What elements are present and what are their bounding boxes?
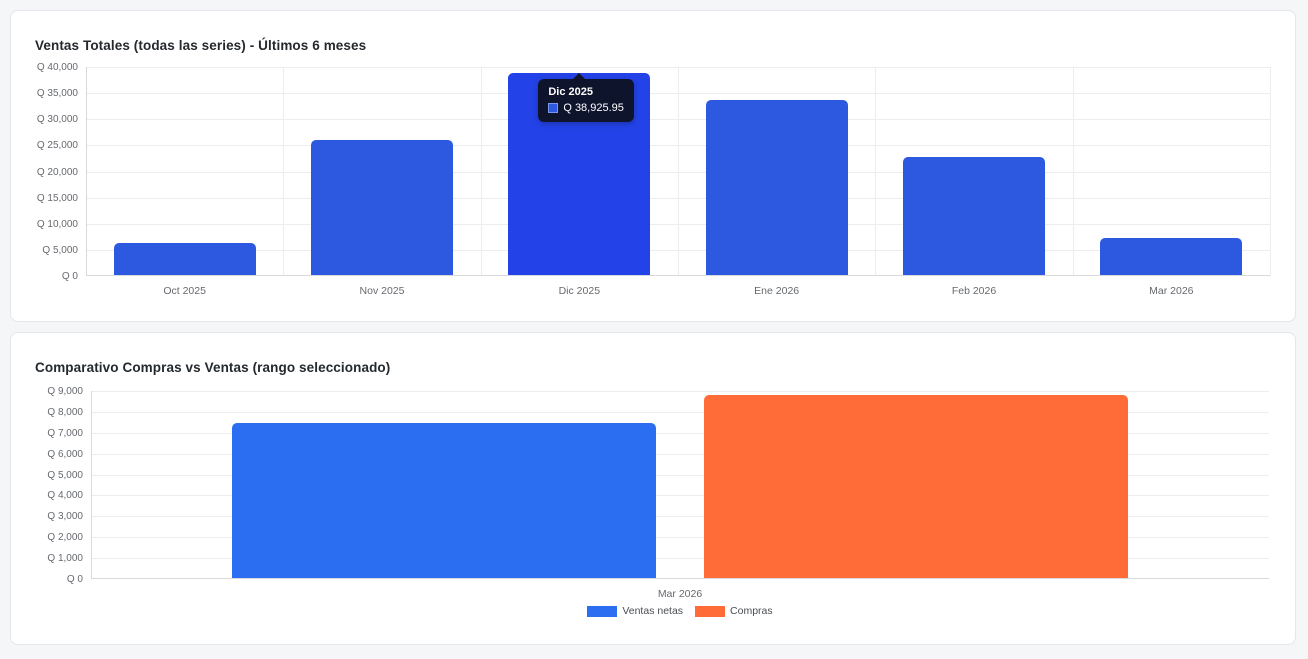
tooltip-series-swatch-icon (548, 102, 559, 113)
chart-legend: Ventas netas Compras (91, 605, 1269, 617)
bar-feb-2026[interactable] (902, 156, 1046, 276)
y-axis-tick-label: Q 10,000 (36, 218, 78, 230)
ventas-totales-chart-title: Ventas Totales (todas las series) - Últi… (35, 38, 367, 53)
vertical-gridline (481, 67, 482, 276)
horizontal-gridline (91, 432, 1269, 434)
y-axis-tick-label: Q 7,000 (47, 427, 83, 439)
y-axis-tick-label: Q 9,000 (47, 386, 83, 397)
comparativo-chart-title: Comparativo Compras vs Ventas (rango sel… (35, 360, 391, 375)
horizontal-gridline (91, 495, 1269, 497)
tooltip-value-row: Q 38,925.95 (548, 102, 624, 114)
horizontal-gridline (91, 558, 1269, 560)
y-axis-tick-label: Q 15,000 (36, 192, 78, 204)
y-axis-tick-label: Q 8,000 (47, 406, 83, 418)
y-axis-line (91, 391, 92, 579)
bar-compras-mar-2026[interactable] (703, 395, 1128, 579)
y-axis-tick-label: Q 4,000 (47, 490, 83, 502)
x-axis-tick-label: Dic 2025 (558, 285, 601, 297)
y-axis-tick-label: Q 2,000 (47, 532, 83, 544)
comparativo-compras-ventas-card: Comparativo Compras vs Ventas (rango sel… (10, 332, 1296, 645)
x-axis-tick-label: Oct 2025 (163, 285, 206, 297)
legend-item-ventas-netas[interactable]: Ventas netas (587, 605, 683, 617)
vertical-gridline (1073, 67, 1074, 276)
chart-tooltip: Dic 2025 Q 38,925.95 (538, 72, 634, 122)
x-axis-tick-label: Ene 2026 (754, 285, 800, 297)
y-axis-tick-label: Q 5,000 (47, 469, 83, 481)
y-axis-tick-label: Q 20,000 (36, 166, 78, 178)
legend-item-compras[interactable]: Compras (695, 605, 773, 617)
vertical-gridline (1270, 67, 1271, 276)
horizontal-gridline (91, 537, 1269, 539)
y-axis-tick-label: Q 6,000 (47, 448, 83, 460)
y-axis-line (86, 67, 87, 276)
vertical-gridline (875, 67, 876, 276)
y-axis-tick-label: Q 35,000 (36, 88, 78, 100)
y-axis-tick-label: Q 3,000 (47, 511, 83, 523)
horizontal-gridline (91, 453, 1269, 455)
x-axis-tick-label: Mar 2026 (1149, 285, 1194, 297)
x-axis-line (91, 578, 1269, 579)
x-axis-tick-label: Feb 2026 (951, 285, 997, 297)
horizontal-gridline (91, 411, 1269, 413)
bar-nov-2025[interactable] (310, 140, 454, 276)
legend-label: Compras (730, 605, 773, 617)
bar-ventas-netas-mar-2026[interactable] (232, 423, 657, 579)
bar-ene-2026[interactable] (705, 100, 848, 276)
horizontal-gridline (91, 391, 1269, 392)
bar-oct-2025[interactable] (113, 243, 256, 276)
tooltip-title: Dic 2025 (548, 85, 593, 98)
y-axis-tick-label: Q 30,000 (36, 114, 78, 126)
legend-swatch-compras (695, 605, 726, 617)
y-axis-tick-label: Q 25,000 (36, 140, 78, 152)
vertical-gridline (283, 67, 284, 276)
tooltip-value: Q 38,925.95 (563, 101, 624, 114)
y-axis-tick-label: Q 5,000 (42, 244, 78, 256)
horizontal-gridline (91, 474, 1269, 476)
bar-mar-2026[interactable] (1100, 237, 1243, 276)
horizontal-gridline (91, 516, 1269, 518)
legend-swatch-ventas-netas (587, 605, 618, 617)
ventas-totales-card: Ventas Totales (todas las series) - Últi… (10, 10, 1296, 322)
x-axis-line (86, 275, 1270, 276)
comparativo-plot-area: Q 0 Q 1,000 Q 2,000 Q 3,000 Q 4,000 Q 5,000 Q … (47, 386, 1269, 617)
tooltip-caret-icon (573, 72, 586, 79)
legend-label: Ventas netas (622, 605, 684, 617)
x-axis-tick-label: Mar 2026 (657, 588, 703, 600)
vertical-gridline (678, 67, 679, 276)
y-axis-tick-label: Q 40,000 (36, 62, 78, 73)
y-axis-tick-label: Q 0 (61, 271, 78, 282)
x-axis-tick-label: Nov 2025 (359, 285, 405, 297)
y-axis-tick-label: Q 1,000 (47, 553, 83, 565)
y-axis-tick-label: Q 0 (66, 574, 83, 585)
ventas-totales-plot-area: Q 0 Q 5,000 Q 10,000 Q 15,000 Q 20,000 Q 25,0… (37, 62, 1271, 297)
